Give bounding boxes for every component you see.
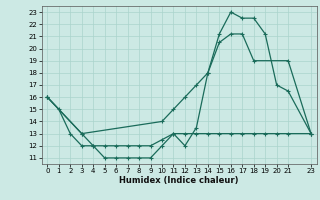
X-axis label: Humidex (Indice chaleur): Humidex (Indice chaleur) — [119, 176, 239, 185]
